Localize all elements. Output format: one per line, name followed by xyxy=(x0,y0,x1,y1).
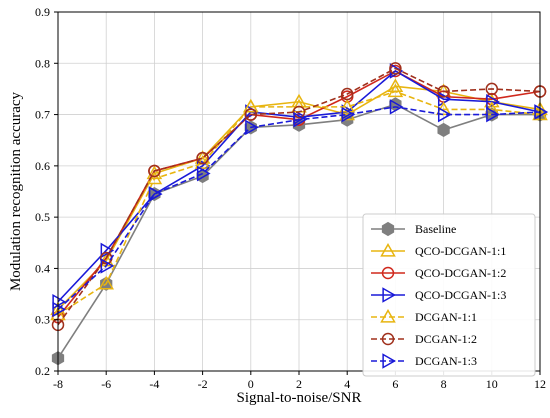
x-tick-label: 12 xyxy=(534,377,546,391)
series-line xyxy=(57,67,541,326)
y-axis-label: Modulation recognition accuracy xyxy=(8,91,24,291)
legend-label: DCGAN-1:1 xyxy=(415,310,477,324)
data-point xyxy=(244,108,258,121)
data-point xyxy=(243,98,259,113)
series-line xyxy=(57,106,541,311)
data-point xyxy=(52,293,67,310)
legend-box xyxy=(362,213,536,377)
data-point xyxy=(485,82,499,96)
y-tick-label: 0.3 xyxy=(35,313,50,327)
data-point xyxy=(534,104,549,120)
x-tick-label: 0 xyxy=(248,377,254,391)
legend-marker xyxy=(381,266,395,280)
legend-item: QCO-DCGAN-1:1 xyxy=(371,242,506,258)
y-tick-label: 0.7 xyxy=(35,108,50,122)
x-axis-label: Signal-to-noise/SNR xyxy=(236,390,361,406)
data-point xyxy=(389,99,404,115)
data-point xyxy=(293,111,308,128)
data-point xyxy=(196,165,211,182)
data-point xyxy=(100,242,115,259)
series-7 xyxy=(52,99,549,318)
x-tick-label: -2 xyxy=(198,377,208,391)
tick-labels: -8 -6 -4 -2 0 2 4 6 8 10 12 0.2 0.3 0.4 0.5 0.6 0.7 0.8 0.… xyxy=(35,5,546,391)
data-point xyxy=(245,119,259,136)
data-point xyxy=(148,164,161,178)
legend-marker xyxy=(380,242,396,257)
legend-label: Baseline xyxy=(415,222,456,236)
legend-marker xyxy=(382,353,397,369)
x-tick-label: -8 xyxy=(53,377,63,391)
data-point xyxy=(196,151,209,165)
data-point xyxy=(52,301,67,318)
series-layer xyxy=(50,62,549,366)
legend-label: QCO-DCGAN-1:3 xyxy=(415,288,506,302)
x-tick-label: 10 xyxy=(486,377,498,391)
data-point xyxy=(340,87,354,101)
legend-label: QCO-DCGAN-1:2 xyxy=(415,266,506,280)
x-tick-label: -6 xyxy=(101,377,111,391)
data-point xyxy=(389,62,402,75)
data-point xyxy=(437,91,452,107)
data-point xyxy=(148,186,163,202)
legend-item: DCGAN-1:2 xyxy=(371,332,477,346)
data-point xyxy=(437,106,452,123)
legend-item: DCGAN-1:3 xyxy=(371,353,477,369)
legend-marker xyxy=(381,332,395,346)
x-tick-label: 8 xyxy=(441,377,447,391)
x-tick-label: 6 xyxy=(392,377,398,391)
legend-marker xyxy=(382,287,397,303)
data-point xyxy=(339,98,355,113)
legend-item: QCO-DCGAN-1:2 xyxy=(371,266,506,280)
y-tick-label: 0.8 xyxy=(35,56,50,70)
x-tick-label: 2 xyxy=(296,377,302,391)
data-point xyxy=(437,85,450,98)
y-tick-label: 0.4 xyxy=(35,261,50,275)
legend-item: DCGAN-1:1 xyxy=(371,308,477,324)
data-point xyxy=(341,106,356,123)
y-tick-label: 0.9 xyxy=(35,5,50,19)
legend-label: DCGAN-1:3 xyxy=(415,354,477,368)
data-point xyxy=(387,83,404,98)
x-tick-label: 4 xyxy=(344,377,350,391)
legend-marker xyxy=(380,308,396,323)
data-point xyxy=(98,275,114,290)
legend-item: Baseline xyxy=(371,221,456,237)
legend-marker xyxy=(381,221,395,237)
legend-item: QCO-DCGAN-1:3 xyxy=(371,287,506,303)
y-tick-label: 0.5 xyxy=(35,210,50,224)
data-point xyxy=(486,106,500,123)
y-tick-label: 0.6 xyxy=(35,159,50,173)
x-tick-label: -4 xyxy=(149,377,159,391)
data-point xyxy=(100,258,115,274)
legend: Baseline QCO-DCGAN-1:1 QCO-DCGAN-1:2 QCO-DC… xyxy=(362,213,536,377)
legend-label: DCGAN-1:2 xyxy=(415,332,477,346)
legend-label: QCO-DCGAN-1:1 xyxy=(415,244,506,258)
y-tick-label: 0.2 xyxy=(35,364,50,378)
data-point xyxy=(437,122,450,138)
